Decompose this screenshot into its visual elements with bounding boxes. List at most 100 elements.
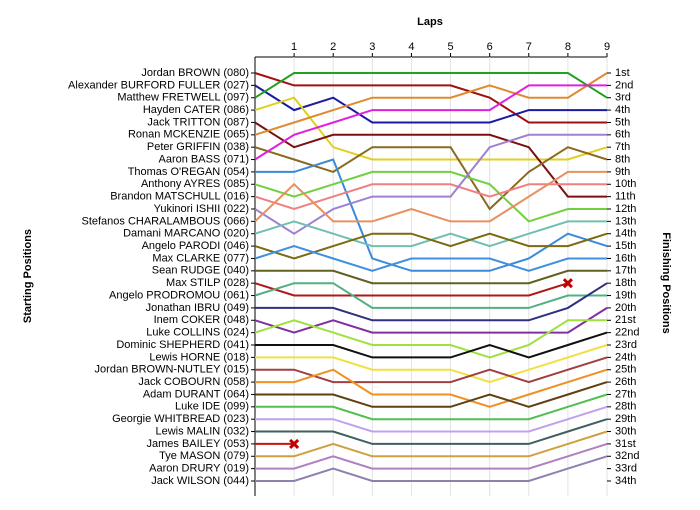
rider-name: Anthony AYRES (085) — [141, 178, 249, 190]
y2-tick-label: 8th — [615, 153, 630, 165]
position-line — [254, 133, 607, 235]
y2-tick-label: 29th — [615, 413, 636, 425]
position-line — [254, 84, 607, 124]
y2-tick-label: 20th — [615, 302, 636, 314]
y2-tick-label: 18th — [615, 277, 636, 289]
rider-name: Thomas O'REGAN (054) — [128, 166, 249, 178]
rider-name: Alexander BURFORD FULLER (027) — [68, 79, 249, 91]
x-axis-title: Laps — [417, 16, 443, 28]
position-line — [254, 84, 607, 161]
y2-tick-label: 15th — [615, 240, 636, 252]
y2-tick-label: 31st — [615, 438, 636, 450]
y2-tick-label: 12th — [615, 203, 636, 215]
rider-name: Sean RUDGE (040) — [152, 265, 249, 277]
rider-name: Tye MASON (079) — [159, 450, 249, 462]
rider-name: Lewis MALIN (032) — [155, 425, 249, 437]
x-tick-label: 8 — [565, 41, 571, 53]
position-line — [255, 455, 608, 482]
y2-tick-label: 26th — [615, 376, 636, 388]
y2-tick-label: 13th — [615, 215, 636, 227]
y2-tick-label: 25th — [615, 364, 636, 376]
position-line — [255, 282, 608, 322]
x-tick-label: 9 — [604, 41, 610, 53]
retired-marker — [289, 438, 300, 449]
y2-tick-label: 23rd — [615, 339, 637, 351]
y2-tick-label: 21st — [615, 314, 636, 326]
y2-tick-label: 7th — [615, 141, 630, 153]
y2-tick-label: 17th — [615, 265, 636, 277]
rider-name: Stefanos CHARALAMBOUS (066) — [81, 215, 249, 227]
rider-name: Damani MARCANO (020) — [123, 228, 249, 240]
rider-name: Yukinori ISHII (022) — [154, 203, 249, 215]
rider-name: Max CLARKE (077) — [152, 252, 249, 264]
rider-name: Georgie WHITBREAD (023) — [112, 413, 249, 425]
position-line — [254, 170, 607, 223]
rider-name: Brandon MATSCHULL (016) — [110, 191, 249, 203]
rider-name: Max STILP (028) — [166, 277, 249, 289]
y2-tick-label: 24th — [615, 351, 636, 363]
position-line — [254, 72, 607, 124]
rider-name: Peter GRIFFIN (038) — [147, 141, 249, 153]
rider-name: Hayden CATER (086) — [143, 104, 249, 116]
rider-name: James BAILEY (053) — [146, 438, 249, 450]
y2-tick-label: 22nd — [615, 327, 639, 339]
x-tick-label: 2 — [330, 41, 336, 53]
y-axis-title: Starting Positions — [22, 229, 34, 323]
y2-tick-label: 33rd — [615, 463, 637, 475]
rider-name: Jack COBOURN (058) — [138, 376, 249, 388]
rider-name: Jack TRITTON (087) — [147, 116, 249, 128]
x-tick-label: 6 — [487, 41, 493, 53]
position-line — [254, 121, 607, 198]
rider-name: Inem COKER (048) — [154, 314, 249, 326]
rider-name: Luke IDE (099) — [175, 401, 249, 413]
y2-tick-label: 32nd — [615, 450, 639, 462]
y2-tick-label: 19th — [615, 289, 636, 301]
rider-name: Aaron BASS (071) — [159, 153, 250, 165]
position-line — [255, 368, 608, 408]
retired-marker — [562, 278, 573, 289]
y2-tick-label: 1st — [615, 67, 630, 79]
position-line — [255, 344, 608, 384]
y2-tick-label: 27th — [615, 388, 636, 400]
rider-name: Dominic SHEPHERD (041) — [116, 339, 249, 351]
rider-name: Jordan BROWN-NUTLEY (015) — [95, 364, 249, 376]
rider-name: Jordan BROWN (080) — [141, 67, 249, 79]
position-line — [255, 442, 608, 470]
position-line — [254, 282, 607, 309]
position-line — [254, 72, 608, 136]
position-line — [254, 282, 569, 297]
y2-tick-label: 4th — [615, 104, 630, 116]
y2-tick-label: 28th — [615, 401, 636, 413]
x-tick-label: 3 — [369, 41, 375, 53]
x-tick-label: 4 — [408, 41, 414, 53]
position-line — [255, 418, 608, 445]
y2-tick-label: 30th — [615, 425, 636, 437]
position-line — [254, 245, 607, 272]
rider-name: Jack WILSON (044) — [151, 475, 249, 487]
rider-name: Matthew FRETWELL (097) — [117, 92, 249, 104]
position-line — [255, 405, 608, 433]
rider-name: Luke COLLINS (024) — [146, 327, 249, 339]
y2-tick-label: 5th — [615, 116, 630, 128]
y2-tick-label: 16th — [615, 252, 636, 264]
y2-tick-label: 6th — [615, 129, 630, 141]
y2-tick-label: 34th — [615, 475, 636, 487]
y2-tick-label: 14th — [615, 228, 636, 240]
position-line — [254, 72, 608, 99]
position-line — [255, 331, 608, 359]
position-line — [254, 170, 607, 223]
y2-tick-label: 11th — [615, 191, 636, 203]
y2-axis-title: Finishing Positions — [660, 232, 672, 333]
position-line — [254, 319, 607, 359]
rider-name: Adam DURANT (064) — [143, 388, 249, 400]
x-tick-label: 7 — [526, 41, 532, 53]
rider-name: Angelo PRODROMOU (061) — [109, 289, 249, 301]
rider-name: Angelo PARODI (046) — [142, 240, 249, 252]
y2-tick-label: 10th — [615, 178, 636, 190]
x-tick-label: 1 — [291, 41, 297, 53]
rider-name: Aaron DRURY (019) — [149, 463, 249, 475]
rider-name: Jonathan IBRU (049) — [146, 302, 249, 314]
rider-name: Ronan MCKENZIE (065) — [128, 129, 249, 141]
